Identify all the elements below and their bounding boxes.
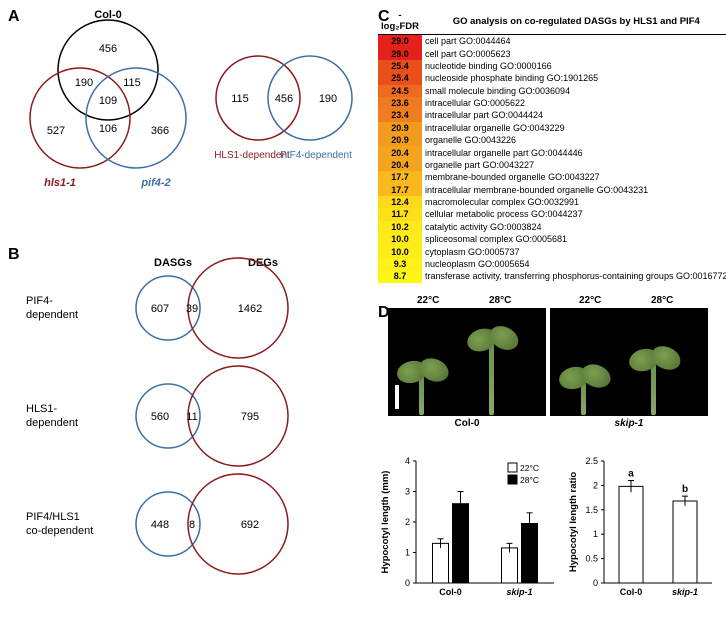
svg-text:366: 366 <box>151 125 169 137</box>
svg-text:Col-0: Col-0 <box>94 9 122 21</box>
svg-text:2.5: 2.5 <box>585 456 598 466</box>
photo-skip1: 22°C 28°C <box>550 308 708 416</box>
svg-text:11: 11 <box>186 411 197 423</box>
svg-text:co-dependent: co-dependent <box>26 525 93 537</box>
svg-text:b: b <box>682 484 688 495</box>
go-row: 9.3nucleoplasm GO:0005654 <box>378 258 726 270</box>
photo-label: skip-1 <box>550 418 708 429</box>
go-row: 25.4nucleoside phosphate binding GO:1901… <box>378 72 726 84</box>
svg-text:skip-1: skip-1 <box>506 587 532 597</box>
go-col2-header: GO analysis on co-regulated DASGs by HLS… <box>422 8 726 35</box>
go-row: 8.7transferase activity, transferring ph… <box>378 270 726 282</box>
svg-text:190: 190 <box>75 77 93 89</box>
go-row: 11.7cellular metabolic process GO:004423… <box>378 208 726 220</box>
go-row: 25.4nucleotide binding GO:0000166 <box>378 60 726 72</box>
svg-text:0.5: 0.5 <box>585 554 598 564</box>
go-row: 29.0cell part GO:0005623 <box>378 47 726 59</box>
svg-text:115: 115 <box>231 93 249 105</box>
svg-text:1462: 1462 <box>238 303 262 315</box>
svg-text:HLS1-dependent: HLS1-dependent <box>214 150 290 161</box>
svg-text:dependent: dependent <box>26 309 78 321</box>
photo-row: 22°C 28°C Col-0 <box>378 308 718 429</box>
photo-col0: 22°C 28°C <box>388 308 546 416</box>
svg-text:190: 190 <box>319 93 337 105</box>
svg-text:PIF4-: PIF4- <box>26 295 53 307</box>
go-row: 10.0spliceosomal complex GO:0005681 <box>378 233 726 245</box>
svg-text:448: 448 <box>151 519 169 531</box>
svg-text:DEGs: DEGs <box>248 257 278 269</box>
temp-label: 22°C <box>417 295 439 306</box>
go-row: 20.4intracellular organelle part GO:0044… <box>378 146 726 158</box>
photo-label: Col-0 <box>388 418 546 429</box>
go-row: 24.5small molecule binding GO:0036094 <box>378 85 726 97</box>
svg-text:456: 456 <box>275 93 293 105</box>
svg-text:115: 115 <box>123 77 141 89</box>
temp-label: 22°C <box>579 295 601 306</box>
svg-text:22°C: 22°C <box>520 463 539 473</box>
svg-text:a: a <box>628 469 634 480</box>
svg-text:1.5: 1.5 <box>585 505 598 515</box>
svg-text:Hypocotyl length (mm): Hypocotyl length (mm) <box>380 471 391 574</box>
go-row: 29.0cell part GO:0044464 <box>378 35 726 48</box>
svg-text:607: 607 <box>151 303 169 315</box>
svg-text:456: 456 <box>99 43 117 55</box>
svg-text:0: 0 <box>593 578 598 588</box>
svg-text:0: 0 <box>405 578 410 588</box>
svg-text:1: 1 <box>593 529 598 539</box>
svg-text:Col-0: Col-0 <box>620 587 643 597</box>
go-table: -log₂FDR GO analysis on co-regulated DAS… <box>378 8 726 283</box>
svg-text:Col-0: Col-0 <box>439 587 462 597</box>
go-row: 10.0cytoplasm GO:0005737 <box>378 245 726 257</box>
panel-c: -log₂FDR GO analysis on co-regulated DAS… <box>378 8 718 298</box>
svg-text:4: 4 <box>405 456 410 466</box>
go-row: 10.2catalytic activity GO:0003824 <box>378 221 726 233</box>
panel-b: DASGs DEGs PIF4- dependent 607 39 1462 H… <box>8 248 368 608</box>
svg-text:hls1-1: hls1-1 <box>44 177 76 189</box>
go-row: 20.9intracellular organelle GO:0043229 <box>378 122 726 134</box>
go-row: 12.4macromolecular complex GO:0032991 <box>378 196 726 208</box>
scale-bar-icon <box>395 385 399 409</box>
svg-text:28°C: 28°C <box>520 475 539 485</box>
panel-a: Col-0 hls1-1 pif4-2 456 190 115 527 109 … <box>8 8 368 228</box>
svg-text:692: 692 <box>241 519 259 531</box>
svg-text:pif4-2: pif4-2 <box>140 177 170 189</box>
panel-d: 22°C 28°C Col-0 <box>378 308 718 608</box>
svg-text:HLS1-: HLS1- <box>26 403 58 415</box>
svg-text:PIF4/HLS1: PIF4/HLS1 <box>26 511 80 523</box>
svg-text:2: 2 <box>593 480 598 490</box>
svg-text:795: 795 <box>241 411 259 423</box>
go-row: 23.4intracellular part GO:0044424 <box>378 109 726 121</box>
svg-text:8: 8 <box>189 519 195 531</box>
go-row: 17.7membrane-bounded organelle GO:004322… <box>378 171 726 183</box>
go-row: 23.6intracellular GO:0005622 <box>378 97 726 109</box>
svg-text:109: 109 <box>99 95 117 107</box>
go-row: 17.7intracellular membrane-bounded organ… <box>378 184 726 196</box>
figure: A Col-0 hls1-1 pif4-2 456 190 115 527 10… <box>8 8 718 614</box>
go-row: 20.9organelle GO:0043226 <box>378 134 726 146</box>
svg-text:1: 1 <box>405 548 410 558</box>
temp-label: 28°C <box>489 295 511 306</box>
go-row: 20.4organelle part GO:0043227 <box>378 159 726 171</box>
hypocotyl-length-chart: 0 1 2 3 4 Hypocotyl length (mm) Col-0 <box>378 451 558 611</box>
svg-text:skip-1: skip-1 <box>672 587 698 597</box>
barcharts: 0 1 2 3 4 Hypocotyl length (mm) Col-0 <box>378 451 718 611</box>
hypocotyl-ratio-chart: 0 0.5 1 1.5 2 2.5Hypocotyl length ratio … <box>566 451 716 611</box>
svg-text:2: 2 <box>405 517 410 527</box>
svg-text:3: 3 <box>405 487 410 497</box>
svg-text:Hypocotyl length ratio: Hypocotyl length ratio <box>568 472 579 572</box>
svg-text:dependent: dependent <box>26 417 78 429</box>
svg-text:DASGs: DASGs <box>154 257 192 269</box>
go-col1-header: -log₂FDR <box>378 8 422 35</box>
svg-text:PIF4-dependent: PIF4-dependent <box>280 150 352 161</box>
svg-text:560: 560 <box>151 411 169 423</box>
temp-label: 28°C <box>651 295 673 306</box>
venn-b-svg: DASGs DEGs PIF4- dependent 607 39 1462 H… <box>8 248 368 608</box>
venn-a-svg: Col-0 hls1-1 pif4-2 456 190 115 527 109 … <box>8 8 368 228</box>
svg-text:106: 106 <box>99 123 117 135</box>
svg-text:39: 39 <box>186 303 198 315</box>
svg-text:527: 527 <box>47 125 65 137</box>
